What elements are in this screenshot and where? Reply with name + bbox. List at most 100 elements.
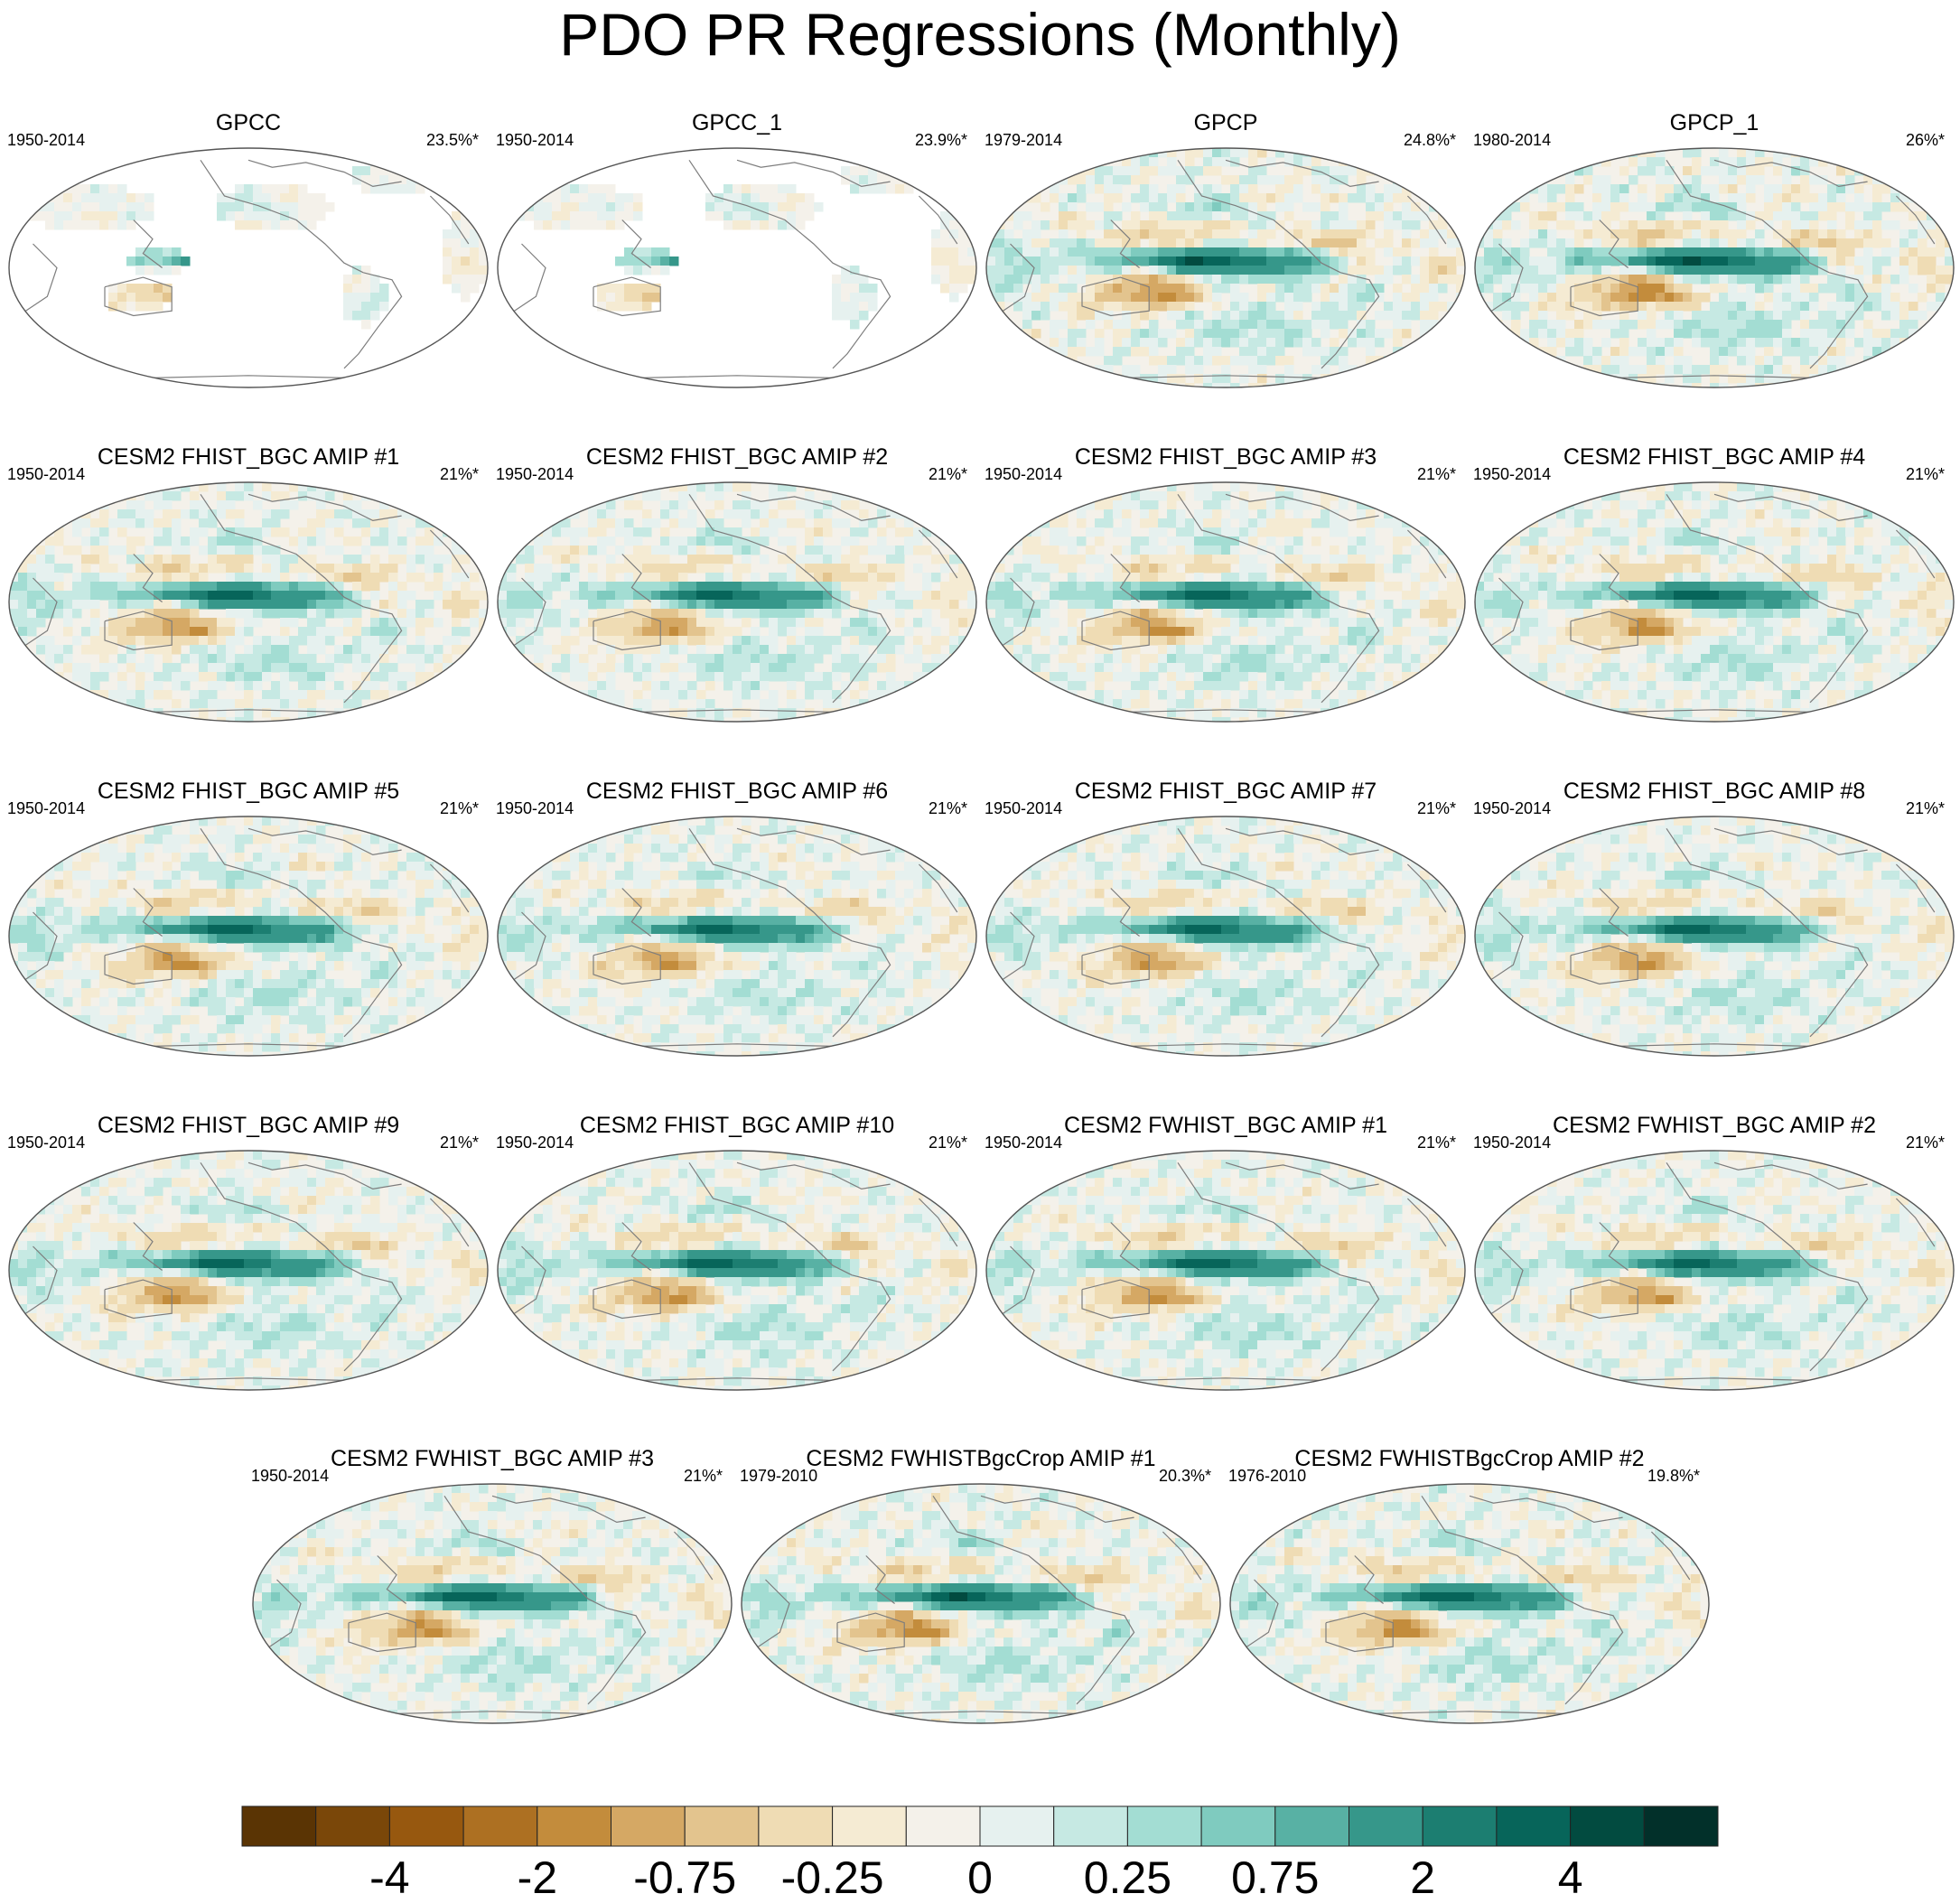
colorbar-tick-label: -2 <box>517 1852 558 1903</box>
field-shading <box>986 148 1465 387</box>
panel-variance: 24.8%* <box>1404 131 1456 149</box>
panel-title: CESM2 FHIST_BGC AMIP #1 <box>98 444 399 470</box>
map-outline <box>1474 816 1955 1057</box>
figure-title: PDO PR Regressions (Monthly) <box>559 1 1401 68</box>
panel-title: CESM2 FHIST_BGC AMIP #10 <box>580 1113 894 1138</box>
field-shading <box>1230 1484 1709 1723</box>
field-shading <box>9 1151 488 1390</box>
panel-title: GPCC <box>216 110 281 135</box>
panel-years: 1980-2014 <box>1473 131 1551 149</box>
panel-title: CESM2 FWHIST_BGC AMIP #3 <box>331 1446 654 1471</box>
colorbar-swatch <box>1274 1805 1350 1847</box>
field-shading <box>9 148 488 387</box>
colorbar-tick-label: -4 <box>369 1852 410 1903</box>
panel-variance: 21%* <box>929 465 967 483</box>
colorbar-swatch <box>1126 1805 1202 1847</box>
colorbar-swatch <box>1349 1805 1423 1847</box>
map-panel: CESM2 FHIST_BGC AMIP #9 1950-2014 21%* <box>7 1113 489 1391</box>
map-outline <box>1474 147 1955 388</box>
map-panel: CESM2 FHIST_BGC AMIP #3 1950-2014 21%* <box>985 444 1466 723</box>
panel-years: 1950-2014 <box>7 131 85 149</box>
panel-variance: 21%* <box>1417 465 1456 483</box>
colorbar-swatch <box>1422 1805 1498 1847</box>
panel-title: CESM2 FWHISTBgcCrop AMIP #2 <box>1294 1446 1644 1471</box>
panel-years: 1979-2014 <box>985 131 1062 149</box>
field-shading <box>986 816 1465 1056</box>
map-panel: GPCC_1 1950-2014 23.9%* <box>496 110 977 388</box>
map-panel: GPCP_1 1980-2014 26%* <box>1473 110 1955 388</box>
field-shading <box>1475 816 1954 1056</box>
colorbar-tick-label: 0.25 <box>1083 1852 1172 1903</box>
colorbar-tick-label: 4 <box>1557 1852 1583 1903</box>
map-outline <box>8 147 489 388</box>
field-shading <box>498 148 976 387</box>
panel-variance: 21%* <box>1417 799 1456 817</box>
panel-years: 1950-2014 <box>1473 1133 1551 1152</box>
panel-title: CESM2 FHIST_BGC AMIP #6 <box>586 779 888 804</box>
field-shading <box>9 816 488 1056</box>
colorbar-swatch <box>1643 1805 1719 1847</box>
colorbar-swatch <box>758 1805 834 1847</box>
colorbar-swatch <box>1570 1805 1645 1847</box>
map-panel: CESM2 FHIST_BGC AMIP #7 1950-2014 21%* <box>985 779 1466 1057</box>
colorbar-swatch <box>611 1805 686 1847</box>
panel-variance: 21%* <box>440 799 479 817</box>
field-shading <box>986 1151 1465 1390</box>
panel-title: CESM2 FWHIST_BGC AMIP #1 <box>1064 1113 1387 1138</box>
panel-title: CESM2 FWHIST_BGC AMIP #2 <box>1553 1113 1876 1138</box>
map-outline <box>497 481 977 723</box>
colorbar-tick-label: 0.75 <box>1231 1852 1320 1903</box>
map-panel: GPCP 1979-2014 24.8%* <box>985 110 1466 388</box>
map-outline <box>497 816 977 1057</box>
field-shading <box>9 482 488 722</box>
colorbar-swatch <box>905 1805 981 1847</box>
panel-years: 1950-2014 <box>1473 799 1551 817</box>
map-panel: CESM2 FHIST_BGC AMIP #5 1950-2014 21%* <box>7 779 489 1057</box>
field-shading <box>1475 1151 1954 1390</box>
map-outline <box>8 481 489 723</box>
panel-variance: 21%* <box>1906 1133 1945 1152</box>
map-outline <box>985 816 1466 1057</box>
panel-variance: 21%* <box>440 1133 479 1152</box>
map-outline <box>252 1483 733 1724</box>
panel-title: CESM2 FHIST_BGC AMIP #9 <box>98 1113 399 1138</box>
map-outline <box>1229 1483 1710 1724</box>
panel-title: CESM2 FHIST_BGC AMIP #3 <box>1075 444 1377 470</box>
map-outline <box>497 147 977 388</box>
map-outline <box>8 1150 489 1391</box>
colorbar-swatch <box>388 1805 464 1847</box>
map-outline <box>497 1150 977 1391</box>
panel-years: 1950-2014 <box>7 799 85 817</box>
colorbar-swatch <box>537 1805 611 1847</box>
field-shading <box>742 1484 1220 1723</box>
panel-variance: 21%* <box>929 799 967 817</box>
colorbar-tick-label: 2 <box>1410 1852 1436 1903</box>
panel-variance: 21%* <box>929 1133 967 1152</box>
panel-years: 1950-2014 <box>496 1133 574 1152</box>
panel-years: 1979-2010 <box>740 1467 817 1485</box>
field-shading <box>1475 482 1954 722</box>
panel-title: CESM2 FHIST_BGC AMIP #7 <box>1075 779 1377 804</box>
panel-title: GPCP_1 <box>1670 110 1759 135</box>
panel-years: 1950-2014 <box>496 131 574 149</box>
colorbar-swatch <box>979 1805 1055 1847</box>
map-outline <box>1474 481 1955 723</box>
colorbar-swatch <box>1200 1805 1276 1847</box>
coastlines <box>1484 159 1936 379</box>
map-panel: CESM2 FHIST_BGC AMIP #2 1950-2014 21%* <box>496 444 977 723</box>
field-shading <box>498 1151 976 1390</box>
panel-variance: 20.3%* <box>1159 1467 1211 1485</box>
map-outline <box>985 147 1466 388</box>
colorbar-swatch <box>462 1805 538 1847</box>
map-panel: CESM2 FHIST_BGC AMIP #10 1950-2014 21%* <box>496 1113 977 1391</box>
panel-title: CESM2 FHIST_BGC AMIP #8 <box>1563 779 1865 804</box>
panel-variance: 21%* <box>1417 1133 1456 1152</box>
field-shading <box>1475 148 1954 387</box>
panel-years: 1950-2014 <box>251 1467 329 1485</box>
field-shading <box>253 1484 732 1723</box>
